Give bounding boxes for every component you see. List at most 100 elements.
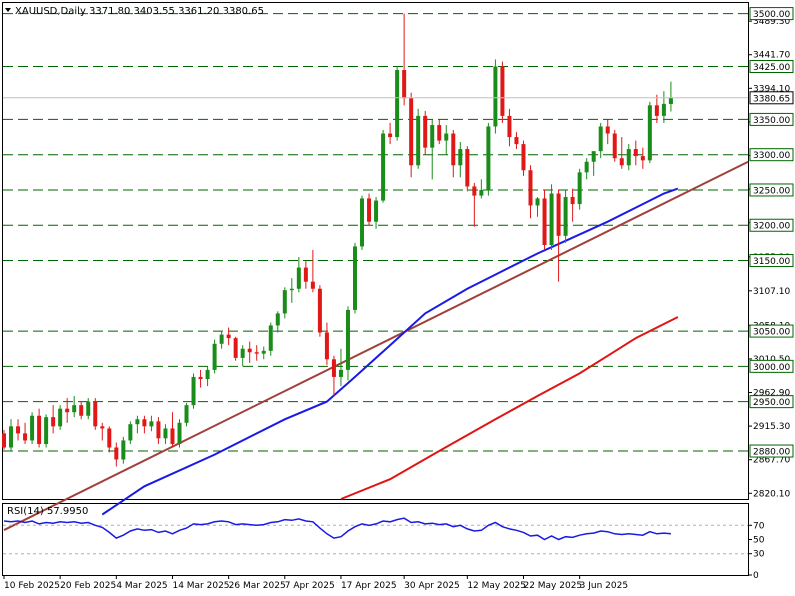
- candle-body: [500, 66, 505, 116]
- candle: [353, 242, 357, 314]
- candle-body: [472, 186, 477, 196]
- candle-body: [563, 197, 568, 236]
- candle: [240, 345, 245, 367]
- candle-body: [58, 408, 63, 427]
- rsi-tick-label: 50: [753, 536, 765, 546]
- date-label: 17 Apr 2025: [341, 581, 397, 591]
- candle-body: [338, 369, 343, 377]
- candle: [563, 189, 568, 243]
- candle: [65, 398, 70, 423]
- candle: [647, 101, 652, 164]
- candle-body: [549, 193, 554, 246]
- candle: [345, 306, 350, 381]
- candle: [451, 129, 456, 178]
- candle: [268, 322, 273, 356]
- level-label-box: [749, 395, 794, 409]
- rsi-line: [3, 517, 671, 541]
- candle: [360, 195, 365, 250]
- candle: [191, 373, 196, 409]
- candle-body: [107, 428, 112, 448]
- candle-body: [275, 313, 280, 326]
- candle-body: [233, 338, 238, 358]
- candle-body: [647, 105, 652, 161]
- rsi-tick-label: 30: [753, 550, 765, 560]
- candle: [254, 345, 259, 361]
- candle: [121, 436, 126, 464]
- candle: [128, 421, 133, 444]
- price-panel-frame: [2, 2, 749, 500]
- candle-body: [170, 428, 175, 444]
- candle: [37, 408, 42, 448]
- trendline-layer: [3, 160, 749, 531]
- candle: [661, 91, 666, 123]
- candle-body: [423, 115, 428, 148]
- level-label: 3350.00: [753, 116, 790, 126]
- candle-body: [282, 290, 287, 314]
- rsi-label: RSI(14) 57.9950: [7, 506, 88, 517]
- level-label: 3150.00: [753, 257, 790, 267]
- candle-body: [493, 66, 498, 127]
- level-label: 3300.00: [753, 151, 790, 161]
- rsi-tick-label: 70: [753, 521, 765, 531]
- candle-body: [654, 105, 659, 116]
- candle-body: [163, 428, 168, 439]
- candle: [367, 193, 372, 226]
- candle-body: [23, 433, 28, 441]
- candle: [528, 165, 533, 219]
- candle-body: [226, 334, 231, 339]
- level-label: 3500.00: [753, 10, 790, 20]
- moving-average-layer: [101, 187, 679, 516]
- candle-body: [254, 352, 259, 354]
- candle: [303, 260, 308, 289]
- candle: [626, 144, 631, 171]
- candle: [16, 419, 21, 441]
- candle: [458, 141, 463, 178]
- candle-body: [303, 267, 308, 282]
- candle-body: [479, 189, 484, 196]
- ohlc-values: 3371.80 3403.55 3361.20 3380.65: [89, 6, 264, 17]
- candle: [570, 188, 575, 222]
- candle: [472, 182, 477, 227]
- candle-body: [310, 281, 315, 289]
- candle: [549, 184, 554, 250]
- candle: [514, 132, 519, 150]
- candle: [198, 369, 203, 388]
- symbol-dropdown-icon[interactable]: [5, 8, 11, 12]
- candle-body: [135, 419, 140, 425]
- candle-body: [381, 133, 386, 201]
- candle-body: [16, 426, 21, 434]
- candle-body: [247, 348, 252, 353]
- level-label: 3425.00: [753, 63, 790, 73]
- candle: [142, 415, 147, 434]
- candle-body: [240, 348, 245, 358]
- candle: [619, 137, 624, 169]
- candle: [423, 110, 428, 155]
- candle: [654, 94, 659, 123]
- candle-body: [177, 422, 182, 444]
- date-axis: 10 Feb 2025 20 Feb 2025 4 Mar 2025 14 Mar 2…: [3, 575, 628, 591]
- candle: [289, 278, 294, 303]
- candle-body: [640, 156, 645, 161]
- date-label: 10 Feb 2025: [4, 581, 60, 591]
- candle-body: [79, 405, 84, 416]
- candle: [282, 287, 287, 319]
- candle-body: [324, 332, 329, 360]
- candle-body: [486, 126, 491, 190]
- level-label: 3050.00: [753, 328, 790, 338]
- candle: [584, 158, 589, 180]
- date-label: 26 Mar 2025: [229, 581, 286, 591]
- candle: [465, 146, 470, 192]
- candle: [23, 422, 28, 444]
- candle-body: [444, 133, 449, 141]
- moving-average-short: [101, 187, 679, 516]
- candle: [317, 285, 322, 337]
- date-label: 12 May 2025: [467, 581, 526, 591]
- candle: [135, 415, 140, 434]
- candle: [556, 189, 561, 282]
- candle-body: [345, 309, 350, 370]
- candle-body: [191, 376, 196, 406]
- candle-body: [65, 408, 70, 413]
- level-label-box: [749, 7, 794, 21]
- candle: [184, 403, 189, 427]
